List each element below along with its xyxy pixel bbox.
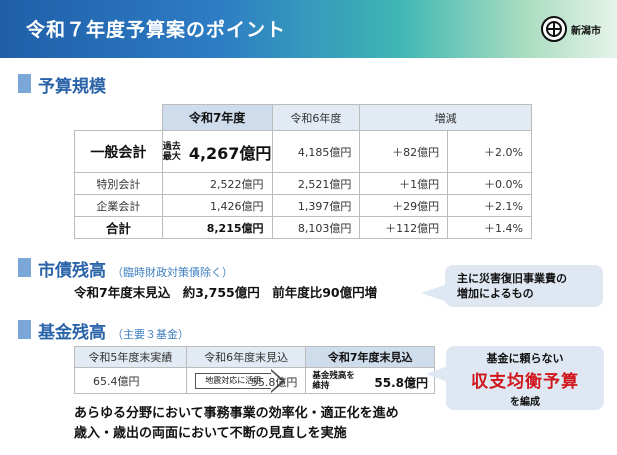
city-emblem-icon bbox=[541, 16, 567, 42]
column-header-diff: 増減 bbox=[359, 104, 532, 131]
cell-r6: 2,521億円 bbox=[271, 172, 361, 195]
fund-header-r5: 令和5年度末実績 bbox=[74, 346, 187, 368]
closing-line: 歳入・歳出の両面において不断の見直しを実施 bbox=[74, 426, 347, 441]
fund-callout: 基金に頼らない 収支均衡予算 を編成 bbox=[446, 346, 604, 410]
debt-section-title: 市債残高 bbox=[38, 261, 106, 281]
cell-pct: ＋2.1% bbox=[447, 194, 532, 217]
row-label: 合計 bbox=[74, 216, 163, 239]
table-row: 企業会計 1,426億円 1,397億円 ＋29億円 ＋2.1% bbox=[74, 194, 532, 217]
table-row: 一般会計 過去 最大 4,267億円 4,185億円 ＋82億円 ＋2.0% bbox=[74, 130, 532, 173]
balanced-budget-highlight: 収支均衡予算 bbox=[471, 372, 579, 392]
section-marker bbox=[18, 74, 31, 93]
closing-line: あらゆる分野において事務事業の効率化・適正化を進め bbox=[74, 406, 399, 421]
table-corner bbox=[74, 104, 163, 131]
cell-diff: ＋112億円 bbox=[359, 216, 449, 239]
row-label: 特別会計 bbox=[74, 172, 163, 195]
debt-section-note: （臨時財政対策債除く） bbox=[112, 266, 233, 279]
cell-r7: 2,522億円 bbox=[161, 172, 273, 195]
general-account-r7-cell: 過去 最大 4,267億円 bbox=[161, 130, 273, 173]
section-marker bbox=[18, 258, 31, 277]
closing-statement: あらゆる分野において事務事業の効率化・適正化を進め 歳入・歳出の両面において不断… bbox=[74, 404, 399, 444]
callout-line: を編成 bbox=[510, 397, 540, 408]
cell-r6: 4,185億円 bbox=[271, 130, 361, 173]
fund-header-r6: 令和6年度末見込 bbox=[185, 346, 307, 368]
cell-diff: ＋82億円 bbox=[359, 130, 449, 173]
cell-r6: 8,103億円 bbox=[271, 216, 361, 239]
cell-diff: ＋29億円 bbox=[359, 194, 449, 217]
maintain-note: 基金残高を 維持 bbox=[312, 371, 355, 391]
cell-pct: ＋2.0% bbox=[447, 130, 532, 173]
fund-r6-value: 55.8億円 bbox=[250, 376, 298, 389]
budget-table: 令和7年度 令和6年度 増減 一般会計 過去 最大 4,267億円 4,185億円 … bbox=[74, 104, 532, 239]
callout-line: 基金に頼らない bbox=[486, 352, 564, 365]
fund-header-r7: 令和7年度末見込 bbox=[305, 346, 435, 368]
fund-section-note: （主要３基金） bbox=[112, 328, 189, 341]
fund-r6-cell: 地震対応に活用 55.8億円 bbox=[185, 367, 307, 394]
table-row-total: 合計 8,215億円 8,103億円 ＋112億円 ＋1.4% bbox=[74, 216, 532, 239]
cell-r7: 1,426億円 bbox=[161, 194, 273, 217]
budget-section-title: 予算規模 bbox=[38, 77, 106, 97]
cell-pct: ＋0.0% bbox=[447, 172, 532, 195]
record-high-note: 過去 最大 bbox=[162, 141, 181, 162]
fund-r5-value: 65.4億円 bbox=[74, 367, 187, 394]
cell-pct: ＋1.4% bbox=[447, 216, 532, 239]
callout-line: 増加によるもの bbox=[457, 287, 534, 300]
earthquake-arrow-label: 地震対応に活用 bbox=[194, 373, 271, 389]
debt-summary: 令和7年度末見込 約3,755億円 前年度比90億円増 bbox=[74, 285, 378, 300]
cell-r7: 8,215億円 bbox=[161, 216, 273, 239]
cell-r6: 1,397億円 bbox=[271, 194, 361, 217]
callout-line: 主に災害復旧事業費の bbox=[457, 272, 567, 285]
column-header-r6: 令和6年度 bbox=[271, 104, 361, 131]
row-label: 企業会計 bbox=[74, 194, 163, 217]
general-account-r7-value: 4,267億円 bbox=[188, 143, 272, 163]
city-logo: 新潟市 bbox=[541, 16, 611, 42]
fund-r7-value: 55.8億円 bbox=[374, 376, 428, 390]
fund-table: 令和5年度末実績 令和6年度末見込 令和7年度末見込 65.4億円 地震対応に活… bbox=[74, 346, 435, 394]
section-marker bbox=[18, 320, 31, 339]
table-row: 特別会計 2,522億円 2,521億円 ＋1億円 ＋0.0% bbox=[74, 172, 532, 195]
row-label: 一般会計 bbox=[74, 130, 163, 173]
header-banner: 令和７年度予算案のポイント 新潟市 bbox=[0, 0, 617, 58]
fund-section-title: 基金残高 bbox=[38, 323, 106, 343]
city-name: 新潟市 bbox=[571, 26, 601, 37]
callout-tail bbox=[426, 366, 448, 382]
fund-r7-cell: 基金残高を 維持 55.8億円 bbox=[305, 367, 435, 394]
column-header-r7: 令和7年度 bbox=[161, 104, 273, 131]
callout-tail bbox=[421, 284, 447, 302]
cell-diff: ＋1億円 bbox=[359, 172, 449, 195]
page-title: 令和７年度予算案のポイント bbox=[26, 19, 287, 41]
debt-callout: 主に災害復旧事業費の 増加によるもの bbox=[445, 265, 603, 307]
